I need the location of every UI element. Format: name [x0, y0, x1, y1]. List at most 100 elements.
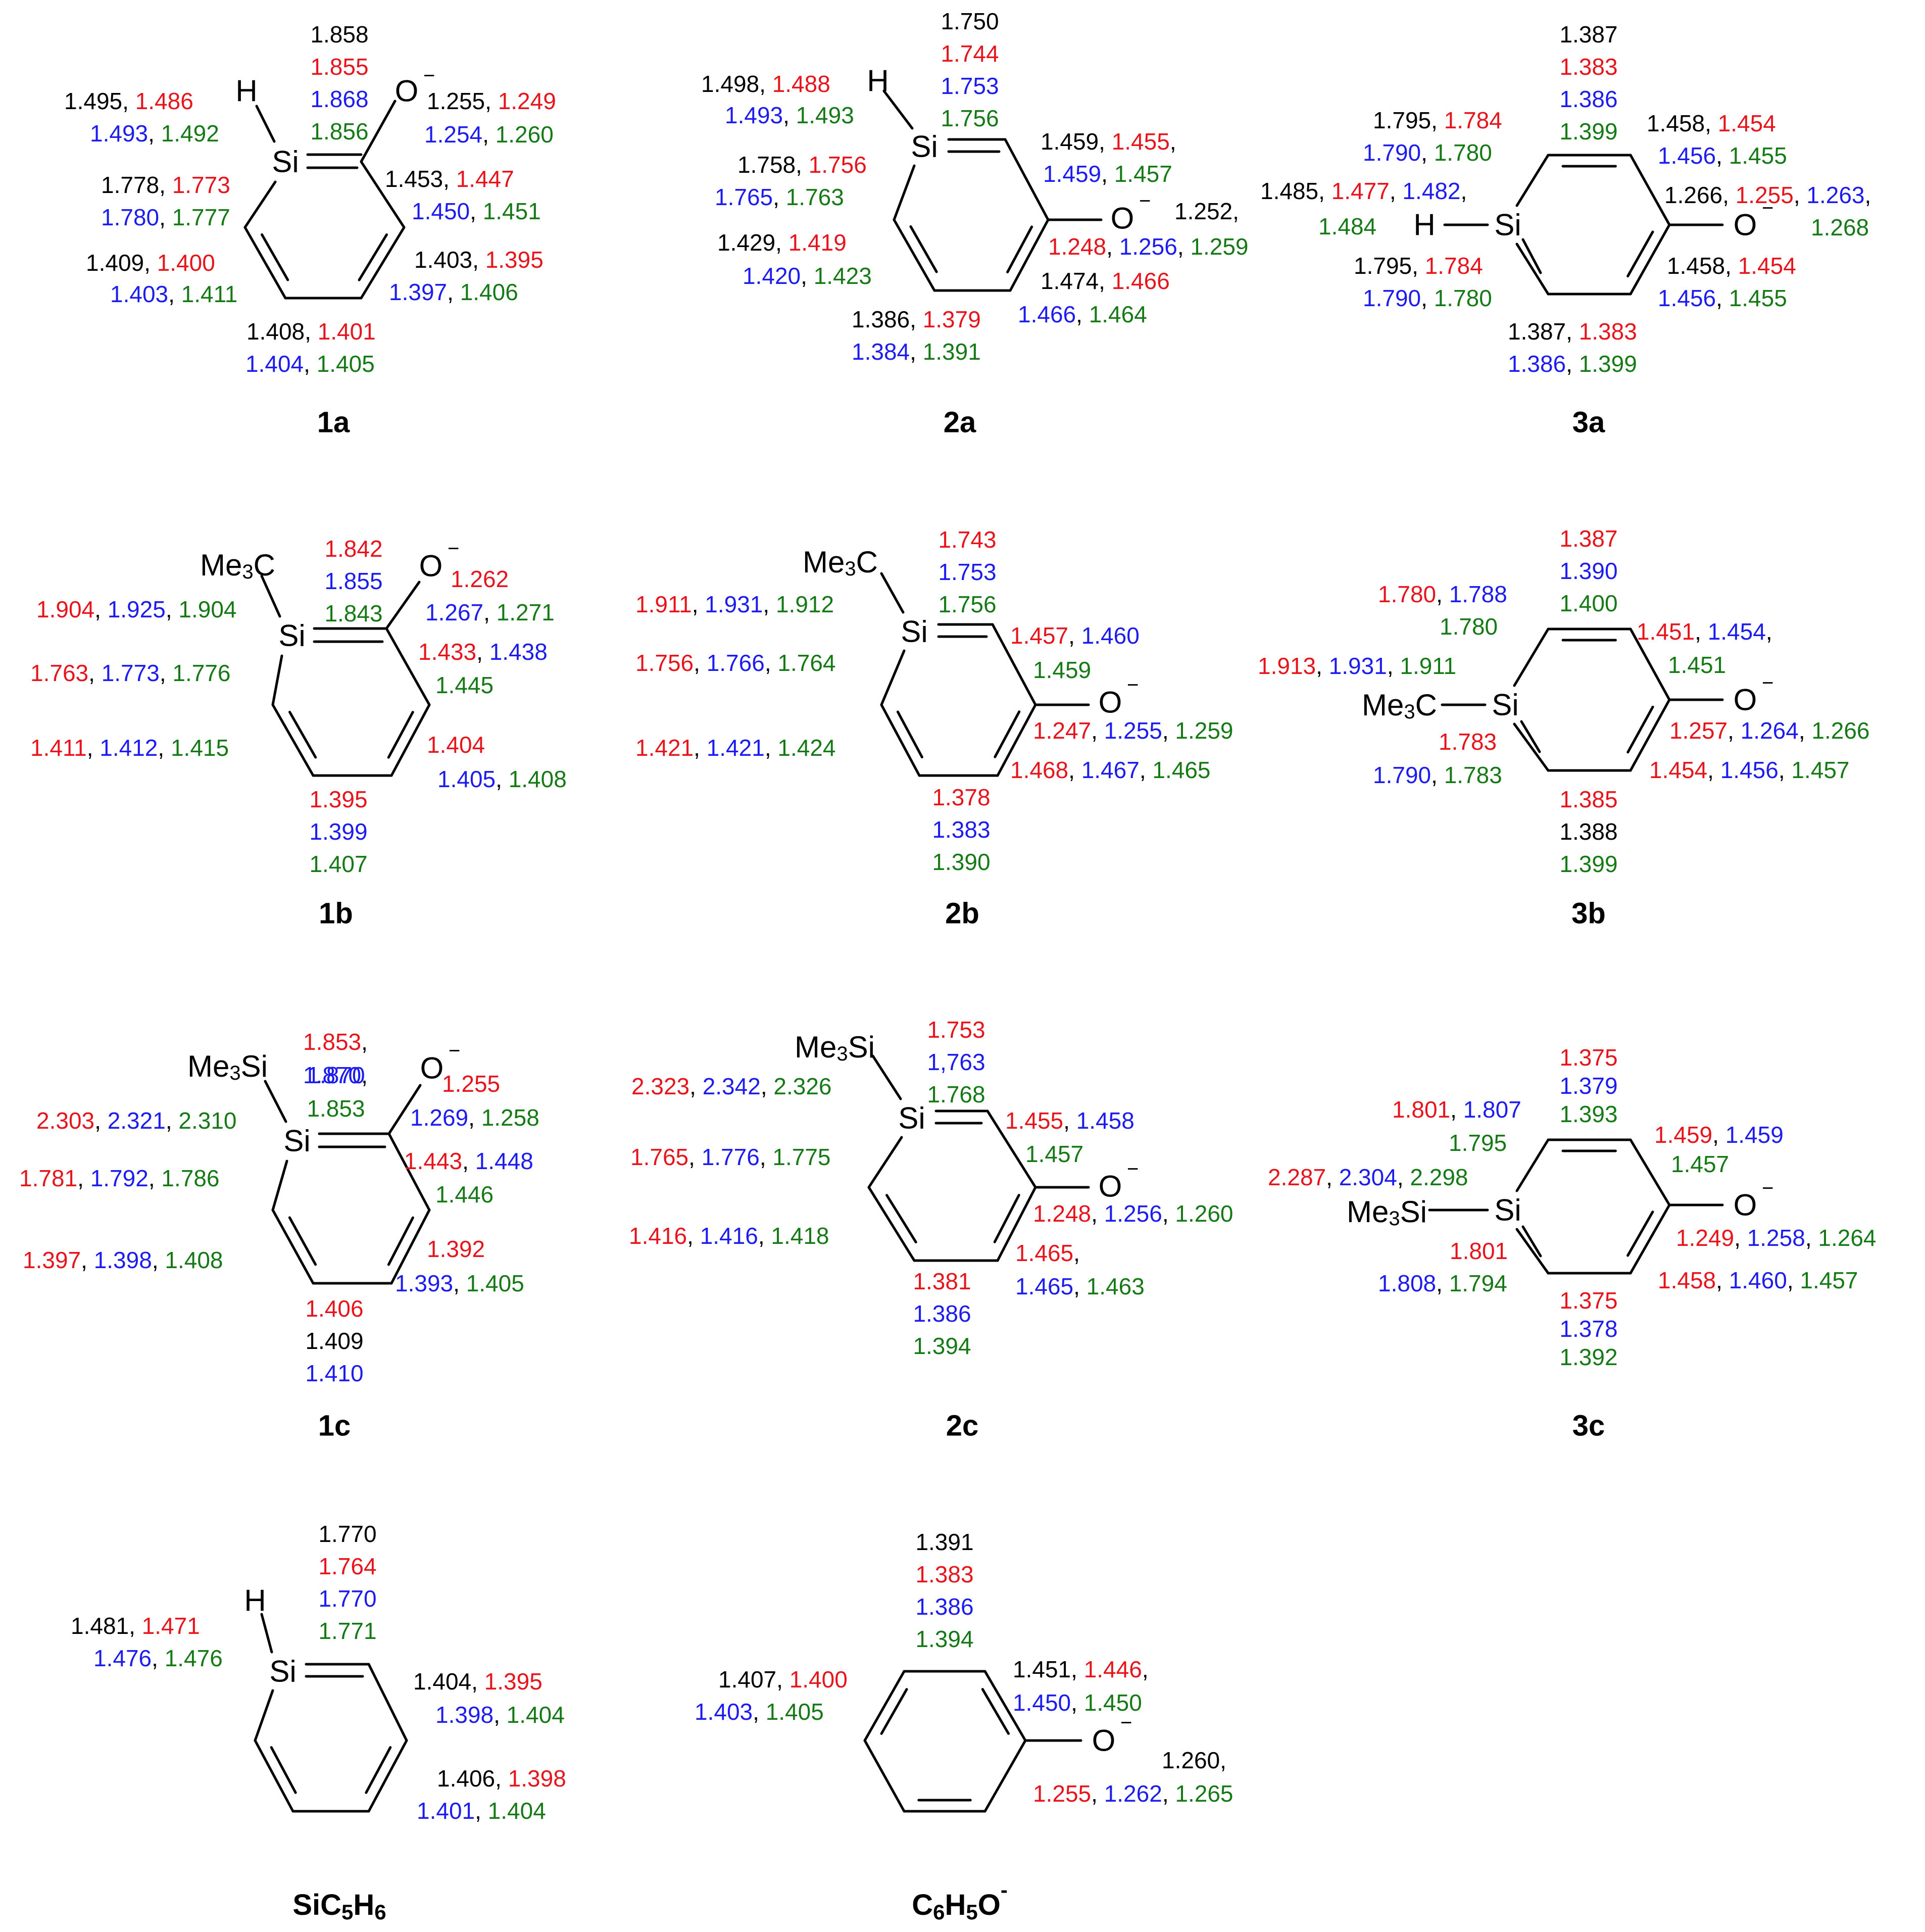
bond-length-value: 1.459	[1725, 1122, 1784, 1148]
separator: ,	[775, 229, 788, 256]
bond-length-value: 1.477	[1331, 178, 1390, 204]
charge-sign: −	[1762, 672, 1773, 694]
bond-length-label: 1.783	[1439, 729, 1497, 755]
separator: ,	[760, 1144, 773, 1170]
bond-length-value: 1.256	[1119, 233, 1177, 260]
c-top-right-bond	[1629, 1138, 1671, 1206]
bond-length-value: 1.386	[1559, 86, 1617, 112]
tert-butyl-group-index: 3	[242, 561, 253, 583]
structure-label: 1c	[318, 1410, 351, 1442]
separator: ,	[1397, 1164, 1410, 1190]
trimethylsilyl-group-tail: Si	[848, 1030, 875, 1064]
bond-length-value: 1.387	[1559, 21, 1617, 47]
formula-part: 5	[341, 1900, 353, 1924]
bond-length-value: 1.447	[456, 166, 514, 192]
bond-length-value: 1.459	[1043, 161, 1101, 187]
bond-length-label: 1.466, 1.464	[1018, 301, 1147, 327]
c3-c4-bond	[390, 703, 431, 777]
separator: ,	[1326, 1164, 1339, 1190]
bond-length-label: 1.459, 1.455,	[1041, 128, 1176, 155]
tert-butyl-group-me: Me	[1362, 688, 1404, 722]
charge-sign: −	[423, 65, 435, 87]
bond-length-value: 1.756	[809, 152, 867, 178]
bond-length-value: 2.342	[703, 1073, 761, 1099]
bond-length-label: 1.498, 1.488	[701, 71, 830, 97]
structure-label: C6H5O-	[912, 1878, 1008, 1924]
separator: ,	[1712, 1122, 1725, 1148]
si-substituent-bond	[264, 1080, 287, 1123]
c-top-right-bond	[983, 1670, 1027, 1742]
c-bottom-right-bond-inner	[1626, 1211, 1654, 1257]
bond-length-value: 1.458	[1658, 1267, 1716, 1293]
bond-length-value: 1.795	[1354, 253, 1412, 279]
charge-sign: −	[1127, 1158, 1139, 1180]
bond-length-value: 1.466	[1112, 268, 1170, 294]
trimethylsilyl-group-index: 3	[1389, 1208, 1400, 1230]
bond-length-value: 1.391	[923, 339, 981, 365]
bond-length-value: 1.750	[941, 8, 999, 34]
separator: ,	[305, 318, 318, 345]
bond-length-value: 1.855	[324, 568, 382, 594]
separator: ,	[759, 71, 772, 97]
formula-part: 6	[374, 1900, 386, 1924]
separator: ,	[1071, 1656, 1084, 1682]
bond-length-value: 1.403	[110, 281, 168, 307]
c-top-left-bond	[863, 1670, 906, 1742]
bond-length-value: 1.419	[788, 229, 847, 256]
formula-part: SiC	[292, 1889, 341, 1921]
separator: ,	[801, 263, 814, 289]
bond-length-value: 1.457	[1025, 1141, 1083, 1167]
bond-length-value: 1.262	[1104, 1780, 1162, 1807]
bond-length-value: 1.386	[913, 1300, 971, 1327]
si-h-bond	[882, 89, 914, 130]
bond-length-value: 1.264	[1741, 717, 1799, 744]
bond-length-label: 1.406, 1.398	[437, 1765, 566, 1792]
bond-length-value: 1.784	[1425, 253, 1483, 279]
trimethylsilyl-group-tail: Si	[1400, 1195, 1427, 1229]
separator: ,	[475, 1798, 488, 1824]
bond-length-value: 1.451	[1013, 1656, 1071, 1682]
bond-length-value: 1.843	[324, 600, 382, 626]
separator: ,	[1799, 717, 1812, 744]
formula-part: C	[912, 1889, 933, 1921]
bond-length-value: 1.765	[630, 1144, 688, 1170]
bond-length-value: 1.790	[1363, 285, 1421, 311]
separator: ,	[1566, 351, 1579, 377]
separator: ,	[1716, 1267, 1729, 1293]
separator: ,	[1779, 757, 1792, 783]
separator: ,	[148, 120, 161, 147]
separator: ,	[1436, 581, 1449, 607]
c-bottom-right-bond-inner	[1626, 230, 1654, 278]
si-c6-bond	[867, 1136, 903, 1189]
oxygen-atom: O	[420, 1051, 444, 1085]
bond-length-label: 1.756, 1.766, 1.764	[635, 650, 836, 676]
separator: ,	[773, 184, 786, 210]
bond-length-value: 1.780	[1434, 285, 1492, 311]
c-bottom-right-bond	[983, 1739, 1027, 1813]
separator: ,	[1091, 1780, 1104, 1807]
bond-length-value: 1.262	[451, 566, 509, 592]
bond-length-value: 1.457	[1791, 757, 1849, 783]
bond-length-value: 1.778	[101, 172, 159, 198]
bond-length-label: 1.384, 1.391	[852, 339, 981, 365]
bond-length-value: 1.429	[717, 229, 775, 256]
bond-length-value: 1.387	[1508, 318, 1566, 345]
c2-c3-bond	[367, 1663, 408, 1742]
c3-c4-bond	[996, 1186, 1037, 1262]
bond-length-value: 1.471	[142, 1613, 200, 1639]
bond-length-label: 1.853,	[303, 1029, 368, 1055]
bond-length-value: 1.268	[1811, 214, 1869, 240]
bond-length-label: 1.457	[1025, 1141, 1083, 1167]
bond-length-value: 1.456	[1658, 285, 1716, 311]
oxygen-atom: O	[1734, 208, 1757, 242]
si-c-bottom-bond	[1513, 722, 1550, 772]
bond-length-label: 1.416, 1.416, 1.418	[629, 1223, 829, 1249]
separator: ,	[1140, 757, 1153, 783]
bond-length-value: 1.450	[1084, 1689, 1142, 1716]
bond-length-value: 1.446	[1084, 1656, 1142, 1682]
bond-length-label: 1.404, 1.395	[413, 1668, 542, 1695]
bond-length-value: 1.786	[161, 1165, 219, 1191]
bond-length-value: 1.770	[318, 1585, 376, 1612]
trimethylsilyl-group-me: Me	[1347, 1195, 1389, 1229]
c3-c4-bond-inner	[994, 710, 1021, 758]
